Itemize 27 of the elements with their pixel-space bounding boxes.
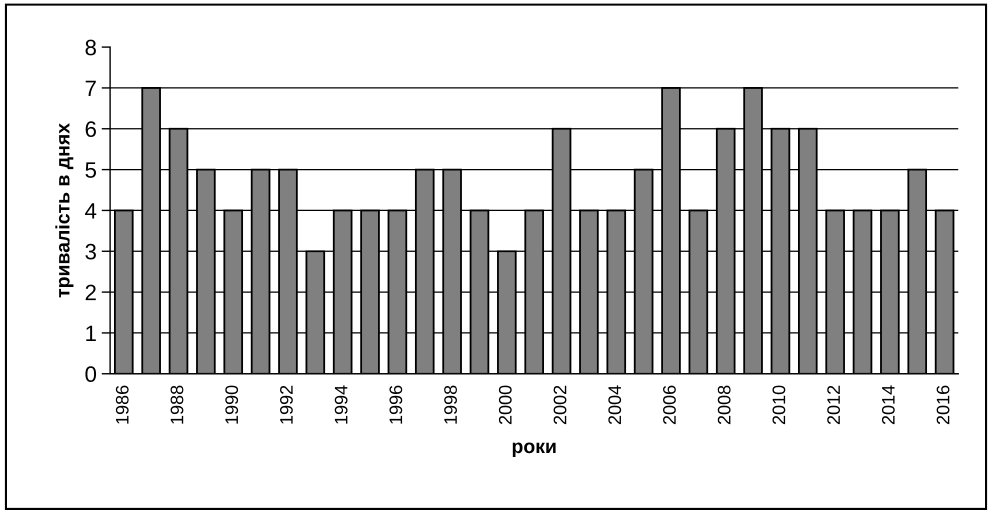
x-tick-label: 2004	[608, 385, 622, 424]
y-tick-label: 1	[86, 326, 96, 341]
x-axis-title: роки	[512, 442, 556, 458]
x-tick-label: 2008	[718, 386, 731, 424]
x-tick-label: 2010	[772, 386, 786, 424]
x-tick-label: 2002	[554, 386, 566, 424]
y-tick-label: 4	[85, 203, 96, 218]
x-tick-label: 2014	[882, 385, 895, 424]
y-tick-label: 7	[86, 80, 96, 96]
y-tick-label: 3	[85, 244, 96, 260]
x-tick-label: 1996	[389, 386, 402, 424]
x-tick-label: 1990	[225, 386, 238, 424]
x-tick-label: 1992	[280, 386, 293, 424]
x-tick-label: 1988	[170, 386, 184, 424]
y-tick-label: 8	[86, 40, 96, 56]
y-axis-title: тривалість в днях	[55, 123, 74, 298]
x-tick-label: 1998	[444, 386, 457, 424]
x-tick-label: 2006	[663, 386, 676, 424]
y-tick-label: 0	[85, 366, 96, 382]
x-tick-label: 1986	[116, 386, 129, 424]
x-tick-label: 1994	[334, 385, 348, 424]
y-tick-label: 2	[86, 284, 96, 300]
x-tick-label: 2000	[498, 386, 512, 424]
y-tick-label: 6	[86, 121, 96, 138]
x-tick-label: 2016	[936, 386, 950, 424]
y-tick-label: 5	[85, 162, 96, 178]
x-tick-label: 2012	[827, 386, 840, 424]
